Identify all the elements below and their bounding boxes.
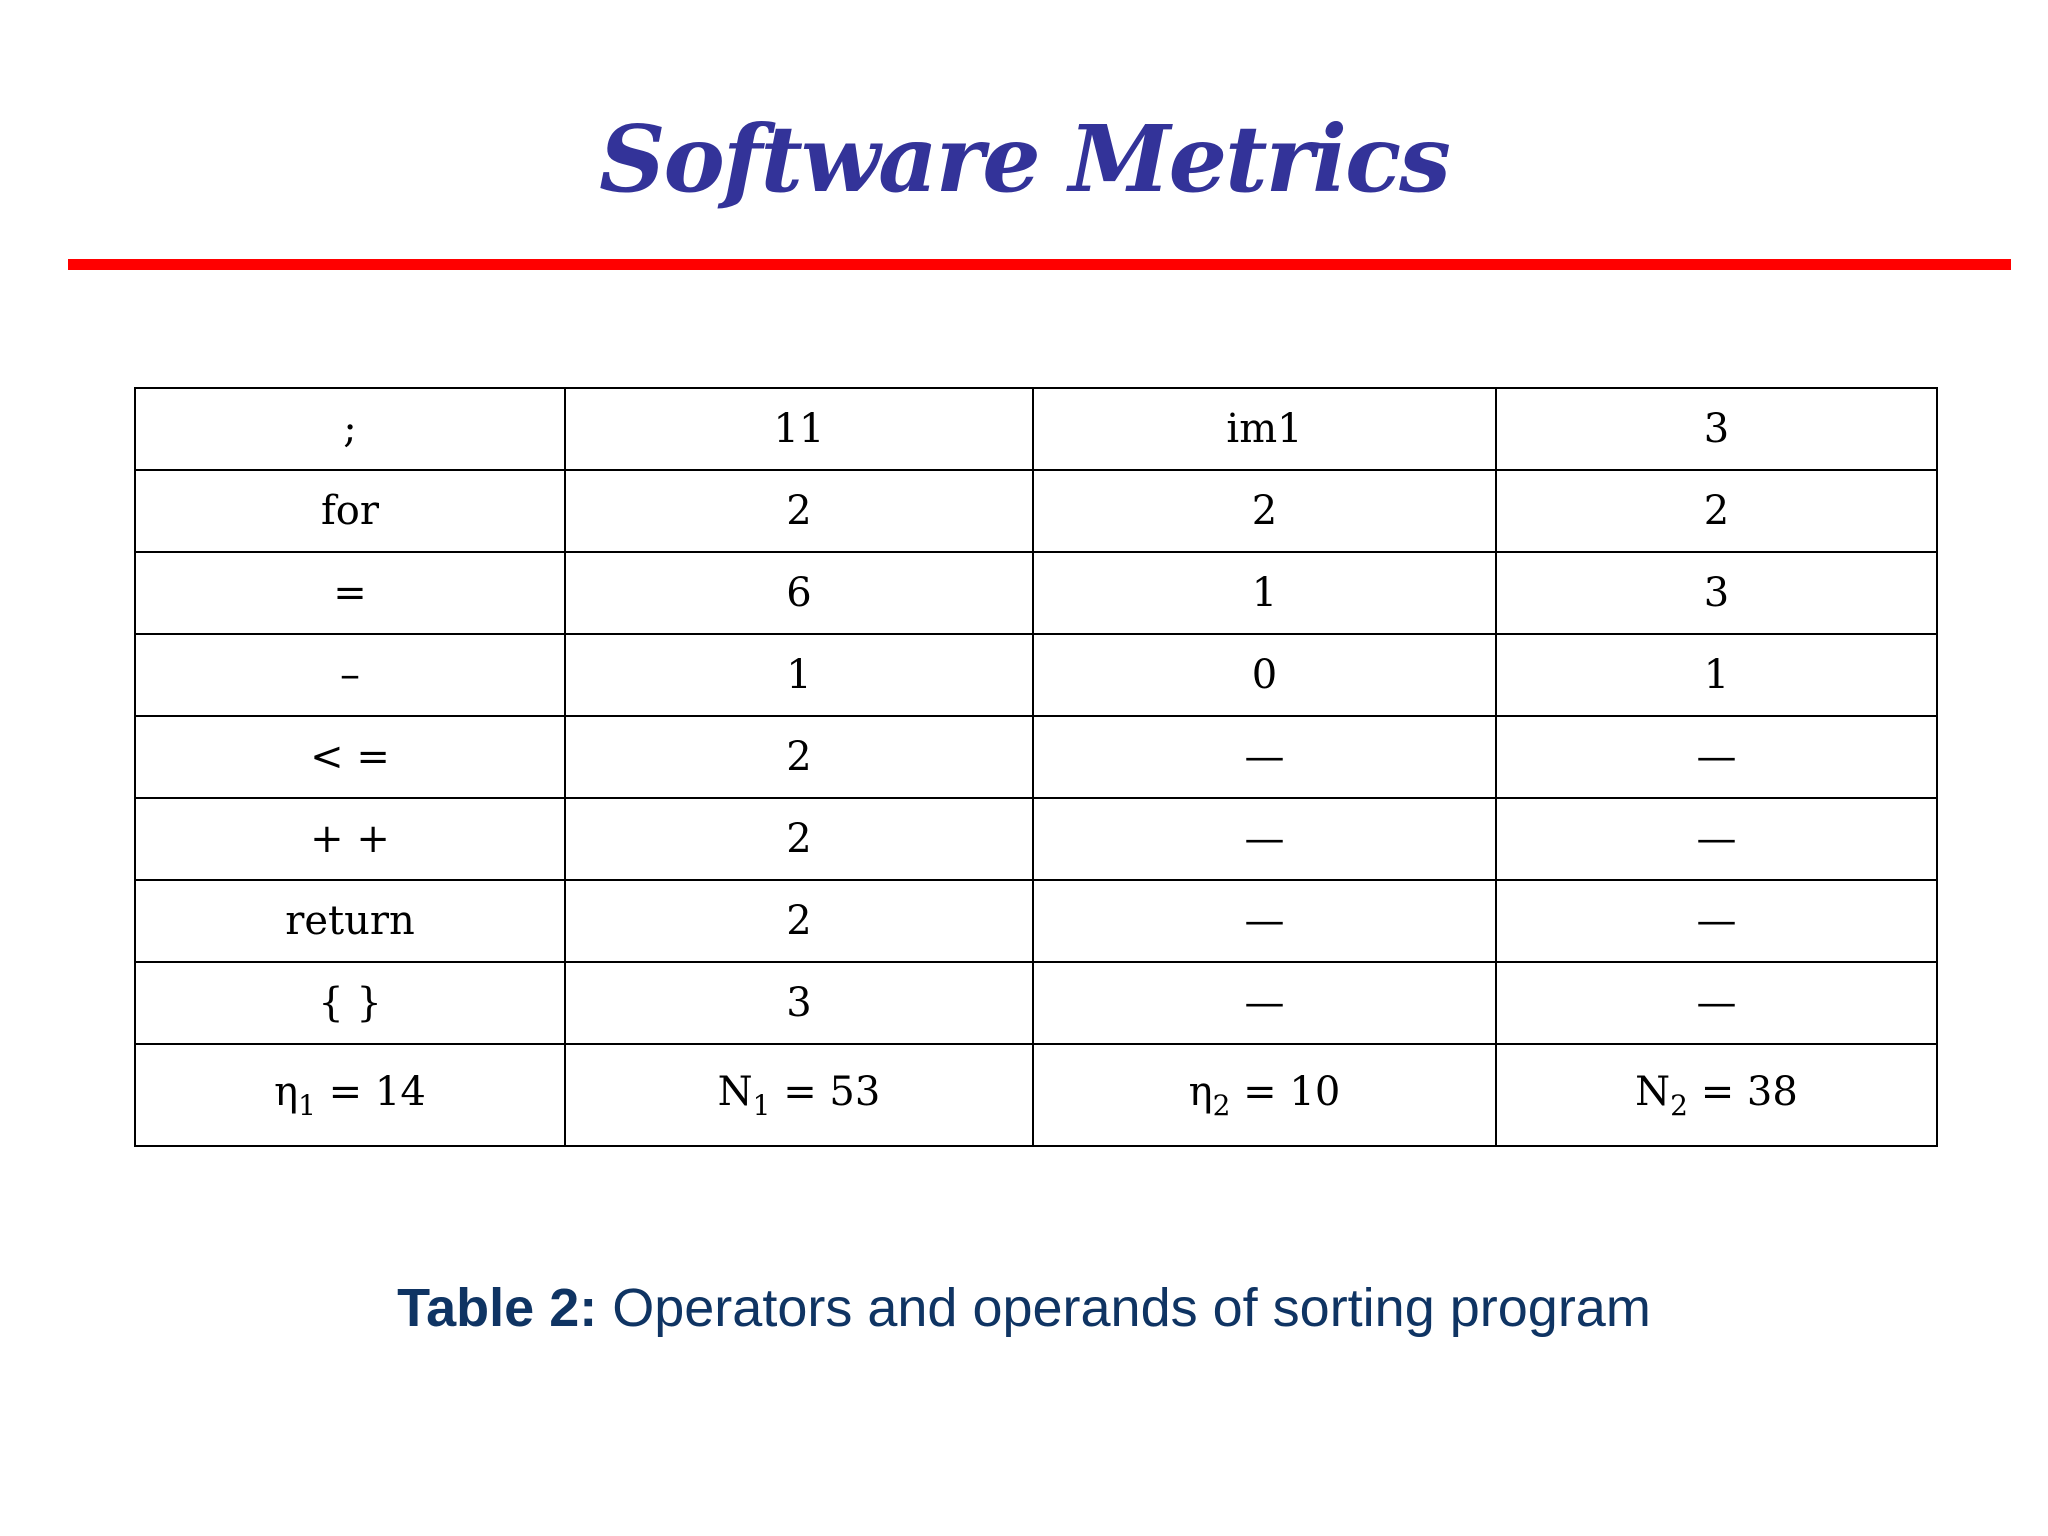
table-row: ; 11 im1 3 <box>134 387 1938 471</box>
operator-cell: { } <box>134 961 566 1045</box>
table-row: – 1 0 1 <box>134 633 1938 717</box>
operand-count-cell: 3 <box>1495 551 1938 635</box>
operand-count-cell: — <box>1495 797 1938 881</box>
table-row: + + 2 — — <box>134 797 1938 881</box>
operand-count-cell: — <box>1495 715 1938 799</box>
operand-cell: 1 <box>1032 551 1497 635</box>
operand-cell: — <box>1032 879 1497 963</box>
table-row: return 2 — — <box>134 879 1938 963</box>
operand-count-cell: — <box>1495 961 1938 1045</box>
caption-text: Operators and operands of sorting progra… <box>597 1278 1651 1338</box>
operator-cell: < = <box>134 715 566 799</box>
total-operands-total: N2 = 38 <box>1495 1043 1938 1147</box>
operand-cell: im1 <box>1032 387 1497 471</box>
unique-operands-total: η2 = 10 <box>1032 1043 1497 1147</box>
slide-title: Software Metrics <box>599 105 1451 213</box>
operator-count-cell: 3 <box>564 961 1034 1045</box>
operator-count-cell: 2 <box>564 797 1034 881</box>
operand-cell: 0 <box>1032 633 1497 717</box>
operator-count-cell: 2 <box>564 715 1034 799</box>
operand-cell: — <box>1032 797 1497 881</box>
operator-count-cell: 2 <box>564 469 1034 553</box>
operand-count-cell: 2 <box>1495 469 1938 553</box>
operand-cell: 2 <box>1032 469 1497 553</box>
operand-count-cell: — <box>1495 879 1938 963</box>
operator-cell: + + <box>134 797 566 881</box>
total-operators-total: N1 = 53 <box>564 1043 1034 1147</box>
operand-count-cell: 1 <box>1495 633 1938 717</box>
operator-cell: for <box>134 469 566 553</box>
operator-cell: return <box>134 879 566 963</box>
operator-cell: = <box>134 551 566 635</box>
table-row: < = 2 — — <box>134 715 1938 799</box>
operator-count-cell: 1 <box>564 633 1034 717</box>
operator-cell: – <box>134 633 566 717</box>
operand-count-cell: 3 <box>1495 387 1938 471</box>
table-row: { } 3 — — <box>134 961 1938 1045</box>
title-divider <box>68 259 2011 270</box>
table-row: for 2 2 2 <box>134 469 1938 553</box>
totals-row: η1 = 14 N1 = 53 η2 = 10 N2 = 38 <box>134 1043 1938 1147</box>
operator-count-cell: 2 <box>564 879 1034 963</box>
operators-operands-table: ; 11 im1 3 for 2 2 2 = 6 1 3 – 1 0 1 < =… <box>134 387 1938 1147</box>
table-row: = 6 1 3 <box>134 551 1938 635</box>
operator-count-cell: 6 <box>564 551 1034 635</box>
unique-operators-total: η1 = 14 <box>134 1043 566 1147</box>
table-caption: Table 2: Operators and operands of sorti… <box>0 1277 2048 1339</box>
caption-label: Table 2: <box>397 1278 598 1338</box>
operator-cell: ; <box>134 387 566 471</box>
operand-cell: — <box>1032 961 1497 1045</box>
operand-cell: — <box>1032 715 1497 799</box>
operator-count-cell: 11 <box>564 387 1034 471</box>
